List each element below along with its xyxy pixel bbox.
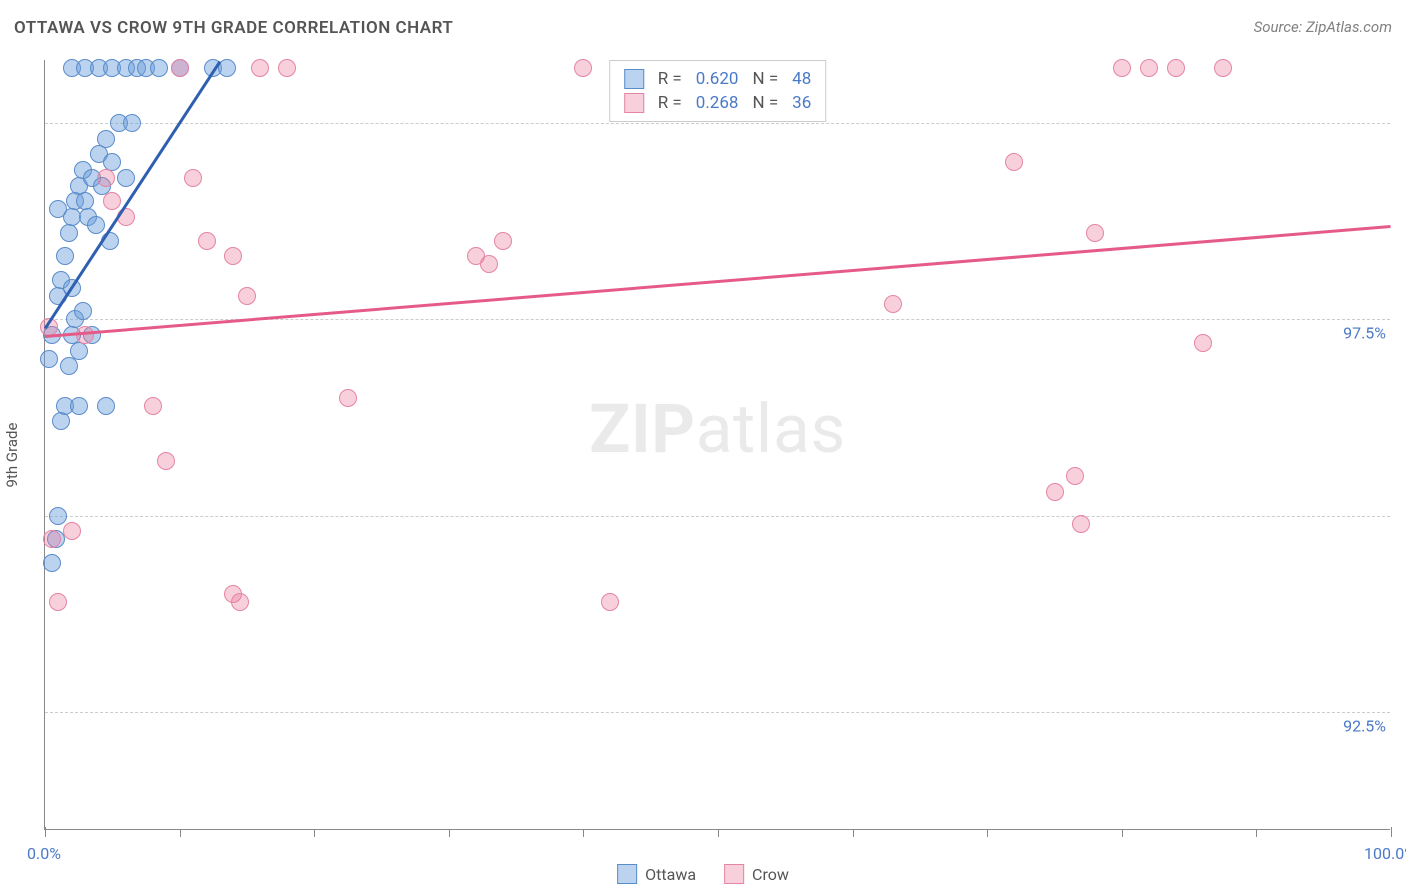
stats-row: R = 0.620 N = 48 xyxy=(624,67,812,91)
scatter-point xyxy=(278,59,296,77)
stat-r-value: 0.620 xyxy=(696,69,739,89)
scatter-point xyxy=(70,342,88,360)
stats-box: R = 0.620 N = 48 R = 0.268 N = 36 xyxy=(609,60,827,122)
scatter-point xyxy=(339,389,357,407)
source-text: Source: ZipAtlas.com xyxy=(1254,18,1392,36)
series-swatch xyxy=(624,93,644,113)
y-tick-label: 92.5% xyxy=(1343,717,1392,736)
scatter-point xyxy=(43,530,61,548)
scatter-point xyxy=(574,59,592,77)
scatter-point xyxy=(171,59,189,77)
gridline xyxy=(45,712,1390,713)
scatter-point xyxy=(52,412,70,430)
series-swatch xyxy=(624,69,644,89)
scatter-point xyxy=(56,247,74,265)
scatter-point xyxy=(494,232,512,250)
scatter-point xyxy=(198,232,216,250)
legend-swatch xyxy=(724,864,744,884)
legend-swatch xyxy=(617,864,637,884)
stat-r-label: R = xyxy=(658,93,682,113)
x-tick xyxy=(180,830,181,837)
x-tick xyxy=(314,830,315,837)
gridline xyxy=(45,516,1390,517)
legend-label: Ottawa xyxy=(645,865,696,884)
chart-container: OTTAWA VS CROW 9TH GRADE CORRELATION CHA… xyxy=(0,0,1406,892)
gridline xyxy=(45,123,1390,124)
scatter-point xyxy=(1214,59,1232,77)
scatter-point xyxy=(97,130,115,148)
scatter-point xyxy=(1005,153,1023,171)
scatter-point xyxy=(97,397,115,415)
watermark: ZIPatlas xyxy=(589,389,846,469)
scatter-point xyxy=(63,522,81,540)
scatter-point xyxy=(40,350,58,368)
x-tick xyxy=(1256,830,1257,837)
scatter-point xyxy=(184,169,202,187)
x-tick xyxy=(718,830,719,837)
scatter-point xyxy=(231,593,249,611)
scatter-point xyxy=(117,169,135,187)
legend-label: Crow xyxy=(752,865,789,884)
trend-line xyxy=(45,225,1391,337)
x-tick xyxy=(583,830,584,837)
x-tick xyxy=(987,830,988,837)
stat-r-label: R = xyxy=(658,69,682,89)
stat-n-value: 48 xyxy=(792,69,811,89)
x-tick xyxy=(449,830,450,837)
x-tick-label: 0.0% xyxy=(27,844,61,863)
watermark-light: atlas xyxy=(696,389,846,469)
scatter-point xyxy=(1046,483,1064,501)
scatter-point xyxy=(60,224,78,242)
x-tick-label: 100.0% xyxy=(1364,844,1406,863)
x-tick xyxy=(45,827,46,837)
scatter-point xyxy=(1072,515,1090,533)
scatter-point xyxy=(1140,59,1158,77)
chart-title: OTTAWA VS CROW 9TH GRADE CORRELATION CHA… xyxy=(14,18,453,38)
scatter-point xyxy=(49,593,67,611)
scatter-point xyxy=(49,507,67,525)
scatter-point xyxy=(601,593,619,611)
scatter-point xyxy=(1194,334,1212,352)
stat-r-value: 0.268 xyxy=(696,93,739,113)
y-axis-label: 9th Grade xyxy=(3,423,21,488)
scatter-point xyxy=(123,114,141,132)
scatter-point xyxy=(224,247,242,265)
watermark-bold: ZIP xyxy=(589,389,696,469)
scatter-point xyxy=(97,169,115,187)
stat-n-label: N = xyxy=(752,93,778,113)
scatter-point xyxy=(74,302,92,320)
scatter-point xyxy=(884,295,902,313)
x-tick xyxy=(853,830,854,837)
scatter-point xyxy=(1167,59,1185,77)
scatter-point xyxy=(150,59,168,77)
legend-item: Ottawa xyxy=(617,864,696,884)
scatter-point xyxy=(238,287,256,305)
scatter-point xyxy=(76,326,94,344)
scatter-point xyxy=(480,255,498,273)
scatter-point xyxy=(49,200,67,218)
y-tick-label: 97.5% xyxy=(1343,324,1392,343)
stats-row: R = 0.268 N = 36 xyxy=(624,91,812,115)
scatter-point xyxy=(1086,224,1104,242)
legend-item: Crow xyxy=(724,864,789,884)
x-tick xyxy=(1122,830,1123,837)
x-tick xyxy=(1391,827,1392,837)
scatter-point xyxy=(103,192,121,210)
scatter-point xyxy=(1113,59,1131,77)
scatter-point xyxy=(144,397,162,415)
plot-area: ZIPatlas 92.5% 97.5% R = 0.620 N = 48 R = 0.268… xyxy=(44,60,1390,830)
stat-n-value: 36 xyxy=(792,93,811,113)
scatter-point xyxy=(157,452,175,470)
stat-n-label: N = xyxy=(752,69,778,89)
legend: Ottawa Crow xyxy=(617,864,789,884)
scatter-point xyxy=(70,397,88,415)
scatter-point xyxy=(43,554,61,572)
scatter-point xyxy=(251,59,269,77)
scatter-point xyxy=(87,216,105,234)
scatter-point xyxy=(60,357,78,375)
scatter-point xyxy=(1066,467,1084,485)
